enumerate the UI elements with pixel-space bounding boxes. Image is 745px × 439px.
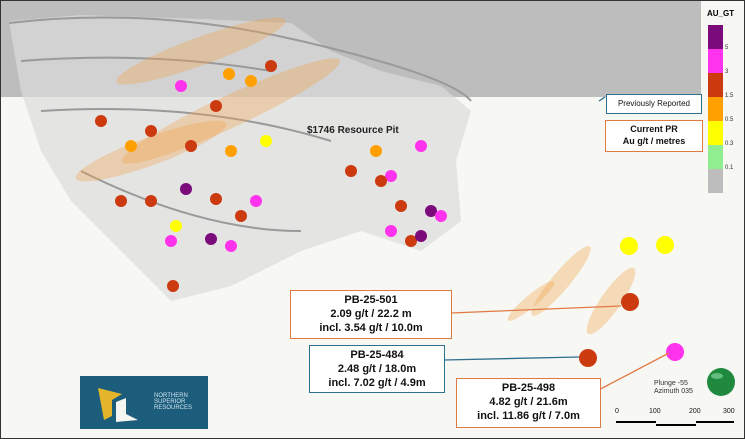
drill-intercept-dot [145,195,157,207]
drill-intercept-dot [666,343,684,361]
mineralized-zone [507,281,555,321]
legend-tick-label: 0.5 [725,117,734,123]
drill-intercept-dot [265,60,277,72]
hole-id: PB-25-484 [350,349,404,361]
hole-id: PB-25-501 [344,294,398,306]
drill-intercept-dot [405,235,417,247]
drill-intercept-dot [223,68,235,80]
drill-intercept-dot [210,100,222,112]
drill-intercepts [95,60,684,367]
key-current-pr: Current PR Au g/t / metres [605,120,703,152]
drill-intercept-dot [656,236,674,254]
drill-intercept-dot [167,280,179,292]
intercept-value: 2.09 g/t / 22.2 m [330,308,412,320]
mineralized-zones [75,17,636,335]
key-previously-reported: Previously Reported [606,94,702,114]
drill-intercept-dot [180,183,192,195]
hole-id: PB-25-498 [501,382,556,394]
drill-intercept-dot [145,125,157,137]
logo-mark-icon [98,388,138,422]
intercept-included: incl. 7.02 g/t / 4.9m [328,377,426,389]
drill-intercept-dot [415,230,427,242]
leader-lines [443,96,670,395]
legend-swatch [708,73,723,97]
drill-intercept-dot [95,115,107,127]
intercept-value: 4.82 g/t / 21.6m [489,396,568,408]
mineralized-zone [531,246,591,316]
pit-outline [9,15,471,301]
pit-label: $1746 Resource Pit [307,125,399,136]
intercept-label-pb-25-501: PB-25-501 2.09 g/t / 22.2 m incl. 3.54 g… [290,290,452,339]
scale-label-200: 200 [689,408,701,415]
key-previously-reported-label: Previously Reported [617,99,691,108]
drill-intercept-dot [620,237,638,255]
drill-intercept-dot [345,165,357,177]
mineralized-zone [122,58,340,164]
drill-intercept-dot [205,233,217,245]
drill-intercept-dot [185,140,197,152]
legend-tick-label: 5 [725,45,729,51]
legend-swatch [708,97,723,121]
drill-intercept-dot [621,293,639,311]
legend-color-bar [708,25,723,193]
drill-intercept-dot [435,210,447,222]
logo-text: NORTHERN SUPERIOR RESOURCES [154,393,193,411]
mineralized-zone [586,267,636,335]
drill-intercept-dot [165,235,177,247]
drill-intercept-dot [415,140,427,152]
legend-swatch [708,25,723,49]
drill-intercept-dot [245,75,257,87]
intercept-label-pb-25-498: PB-25-498 4.82 g/t / 21.6m incl. 11.86 g… [456,378,601,428]
mineralized-zone [75,120,227,182]
scale-bar-graphic [616,421,734,426]
plunge-label: Plunge -55 [654,380,688,387]
azimuth-label: Azimuth 035 [654,388,693,395]
legend-swatch [708,49,723,73]
drill-intercept-dot [395,200,407,212]
drill-intercept-dot [385,225,397,237]
drill-intercept-dot [370,145,382,157]
intercept-label-pb-25-484: PB-25-484 2.48 g/t / 18.0m incl. 7.02 g/… [309,345,445,393]
legend-tick-label: 1.5 [725,93,734,99]
drill-intercept-dot [115,195,127,207]
drill-intercept-dot [125,140,137,152]
drill-intercept-dot [385,170,397,182]
intercept-included: incl. 11.86 g/t / 7.0m [477,410,580,422]
intercept-included: incl. 3.54 g/t / 10.0m [319,322,423,334]
drill-intercept-dot [170,220,182,232]
drill-intercept-dot [260,135,272,147]
drill-intercept-dot [425,205,437,217]
legend-tick-label: 3 [725,69,729,75]
drill-intercept-dot [235,210,247,222]
orientation-sphere [707,368,735,396]
legend-swatch [708,145,723,169]
legend-swatch [708,169,723,193]
legend-tick-label: 0.1 [725,165,734,171]
intercept-value: 2.48 g/t / 18.0m [337,363,417,375]
pit-bench-lines [8,16,472,232]
drill-intercept-dot [579,349,597,367]
drill-intercept-dot [175,80,187,92]
legend-swatch [708,121,723,145]
drill-intercept-dot [225,240,237,252]
drill-intercept-dot [375,175,387,187]
company-logo: NORTHERN SUPERIOR RESOURCES [80,376,208,429]
mineralized-zone [116,17,286,85]
scale-label-0: 0 [615,408,619,415]
key-current-pr-line1: Current PR [630,124,678,134]
drill-intercept-dot [250,195,262,207]
drill-intercept-dot [210,193,222,205]
key-current-pr-line2: Au g/t / metres [622,136,686,146]
legend-tick-label: 0.3 [725,141,734,147]
legend-title: AU_GT [707,9,735,18]
scale-label-100: 100 [649,408,661,415]
scale-label-300: 300 [723,408,735,415]
drill-intercept-dot [225,145,237,157]
view-orientation: Plunge -55 Azimuth 035 [654,380,693,396]
